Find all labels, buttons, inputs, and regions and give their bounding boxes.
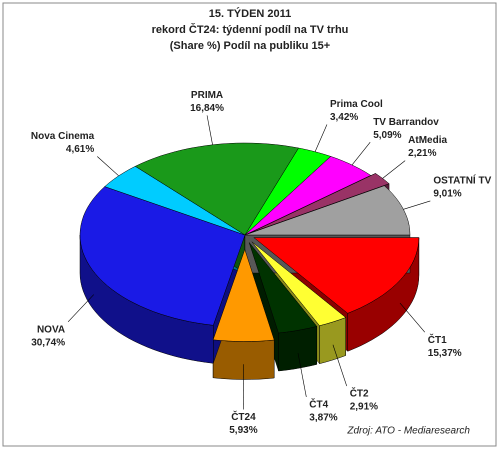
value-label: 15,37% xyxy=(428,348,462,359)
value-label: 4,61% xyxy=(66,144,94,155)
slice-label: ČT1 xyxy=(428,333,447,346)
slice-label: ČT4 xyxy=(309,398,328,411)
value-label: 3,87% xyxy=(309,413,337,424)
slice-label: Nova Cinema xyxy=(31,131,95,142)
slice-label: NOVA xyxy=(37,324,65,335)
chart-subtitle: (Share %) Podíl na publiku 15+ xyxy=(170,40,330,52)
chart-subtitle: rekord ČT24: týdenní podíl na TV trhu xyxy=(152,23,349,36)
value-label: 2,21% xyxy=(408,148,436,159)
slice-label: AtMedia xyxy=(408,135,447,146)
source: Zdroj: ATO - Mediaresearch xyxy=(346,426,470,437)
value-label: 3,42% xyxy=(330,112,358,123)
value-label: 5,09% xyxy=(373,130,401,141)
slice-label: ČT2 xyxy=(350,387,369,400)
slice-label: Prima Cool xyxy=(330,99,383,110)
slice-label: TV Barrandov xyxy=(373,117,439,128)
chart-title: 15. TÝDEN 2011 xyxy=(209,7,292,20)
value-label: 5,93% xyxy=(229,425,257,436)
slice-label: OSTATNÍ TV xyxy=(433,174,491,187)
value-label: 30,74% xyxy=(31,337,65,348)
slice-label: PRIMA xyxy=(191,90,223,101)
slice-label: ČT24 xyxy=(231,410,256,423)
slice-side xyxy=(279,326,317,371)
value-label: 2,91% xyxy=(350,402,378,413)
value-label: 16,84% xyxy=(190,103,224,114)
value-label: 9,01% xyxy=(433,189,461,200)
